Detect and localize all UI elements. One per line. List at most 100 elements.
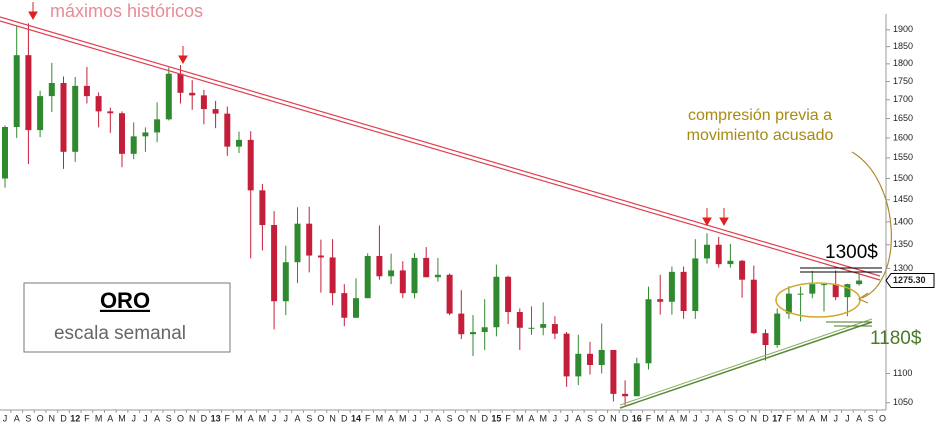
x-tick-label: D: [201, 413, 208, 423]
x-tick-label: A: [856, 413, 862, 423]
candle-body: [657, 299, 664, 302]
x-tick-label: O: [317, 413, 324, 423]
x-tick-label: A: [716, 413, 722, 423]
candle-body: [610, 349, 617, 394]
candle-body: [236, 139, 242, 147]
candles: [2, 23, 863, 406]
candle-body: [95, 96, 102, 112]
y-tick-label: 1350: [893, 239, 913, 249]
candle-body: [72, 85, 79, 152]
candle-body: [177, 73, 184, 93]
candle-body: [739, 260, 746, 280]
x-tick-label: M: [259, 413, 267, 423]
candle-body: [130, 136, 137, 154]
x-tick-label: 17: [772, 413, 782, 423]
support-line: [619, 321, 873, 409]
x-tick-label: M: [797, 413, 805, 423]
x-tick-label: J: [131, 413, 136, 423]
x-tick-label: S: [25, 413, 31, 423]
candle-body: [598, 349, 605, 366]
x-tick-label: J: [564, 413, 569, 423]
candle-body: [189, 92, 196, 96]
candle-body: [13, 55, 20, 128]
candle-body: [247, 139, 254, 191]
x-tick-label: M: [399, 413, 407, 423]
y-tick-label: 1850: [893, 41, 913, 51]
y-tick-label: 1750: [893, 76, 913, 86]
x-tick-label: D: [762, 413, 769, 423]
candle-body: [388, 270, 395, 277]
x-tick-label: F: [505, 413, 511, 423]
x-tick-label: N: [610, 413, 617, 423]
candle-body: [165, 73, 172, 120]
x-tick-label: O: [177, 413, 184, 423]
candle-body: [809, 284, 816, 294]
x-tick-label: S: [868, 413, 874, 423]
y-tick-label: 1800: [893, 58, 913, 68]
x-tick-label: S: [306, 413, 312, 423]
x-tick-label: A: [294, 413, 300, 423]
box-title: ORO: [100, 288, 150, 313]
candle-body: [458, 313, 465, 335]
candle-body: [212, 109, 219, 114]
candle-body: [704, 244, 710, 259]
x-tick-label: N: [49, 413, 56, 423]
candle-body: [692, 258, 699, 311]
last-price-box: [885, 273, 935, 289]
x-tick-label: O: [37, 413, 44, 423]
candle-body: [83, 85, 90, 97]
y-tick-label: 1050: [893, 397, 913, 407]
y-tick-label: 1550: [893, 152, 913, 162]
annotation-box: compresión previa a movimiento acusado: [687, 107, 834, 144]
y-tick-label: 1650: [893, 113, 913, 123]
x-tick-label: M: [376, 413, 384, 423]
candle-body: [306, 223, 313, 256]
x-tick-label: F: [786, 413, 792, 423]
x-tick-label: J: [705, 413, 710, 423]
x-tick-label: J: [143, 413, 148, 423]
candle-body: [317, 255, 324, 258]
x-tick-label: M: [656, 413, 664, 423]
candle-body: [294, 223, 301, 263]
x-tick-label: A: [575, 413, 581, 423]
x-tick-label: D: [60, 413, 67, 423]
candle-body: [540, 324, 547, 328]
x-tick-label: M: [235, 413, 243, 423]
resistance-line: [0, 16, 881, 277]
x-tick-label: A: [248, 413, 254, 423]
x-tick-label: F: [84, 413, 90, 423]
x-tick-label: N: [189, 413, 196, 423]
candle-body: [259, 190, 266, 226]
x-tick-label: A: [435, 413, 441, 423]
candle-body: [107, 111, 114, 114]
candle-body: [200, 95, 207, 110]
candle-body: [844, 284, 851, 298]
x-tick-label: F: [646, 413, 652, 423]
candle-body: [645, 299, 652, 364]
candle-body: [353, 298, 359, 318]
candle-body: [680, 271, 687, 311]
candle-body: [341, 293, 348, 318]
x-tick-label: D: [481, 413, 488, 423]
x-tick-label: M: [680, 413, 688, 423]
x-tick-label: J: [693, 413, 698, 423]
x-tick-label: O: [458, 413, 465, 423]
x-tick-label: 14: [351, 413, 361, 423]
candle-body: [856, 280, 863, 285]
support-line: [619, 318, 873, 406]
x-tick-label: O: [739, 413, 746, 423]
arrows: [28, 2, 729, 227]
last-price: 1275.30: [885, 273, 935, 289]
annotation-title: máximos históricos: [50, 1, 203, 21]
candle-body: [528, 327, 535, 329]
level-low-label: 1180$: [870, 328, 922, 349]
annotation-arrow: [851, 151, 892, 299]
x-tick-label: M: [539, 413, 547, 423]
y-tick-label: 1700: [893, 94, 913, 104]
candle-body: [715, 244, 722, 265]
x-tick-label: O: [879, 413, 886, 423]
candle-body: [481, 327, 488, 333]
candle-body: [821, 284, 827, 286]
